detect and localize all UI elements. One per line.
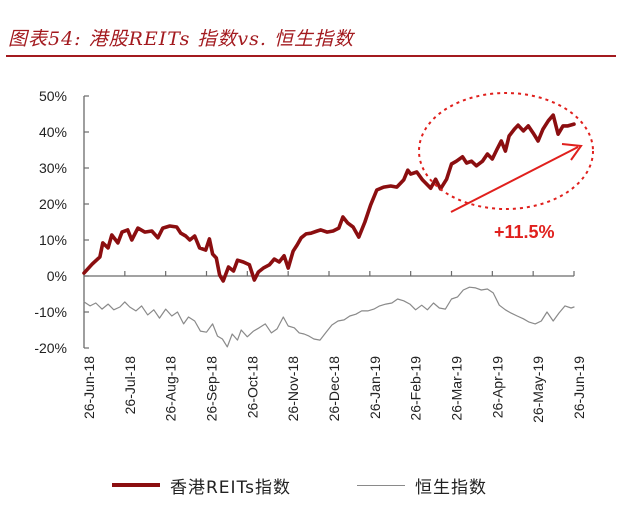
y-tick-label: 10%	[39, 232, 67, 248]
y-tick-label: 30%	[39, 160, 67, 176]
y-tick-label: 20%	[39, 196, 67, 212]
title-underline	[6, 55, 616, 57]
x-tick-label: 26-Apr-19	[489, 356, 505, 418]
x-tick-label: 26-Jul-18	[122, 356, 138, 415]
y-tick-label: 40%	[39, 124, 67, 140]
x-tick-label: 26-Sep-18	[204, 356, 220, 422]
x-tick-label: 26-Jun-19	[571, 356, 587, 419]
highlight-ellipse	[418, 92, 594, 210]
annotation-group: +11.5%	[418, 92, 594, 242]
legend-label-hsi: 恒生指数	[415, 477, 487, 498]
legend: 香港REITs指数 恒生指数	[0, 470, 630, 500]
x-tick-label: 26-Nov-18	[285, 356, 301, 422]
series-line-reits	[82, 113, 576, 283]
x-tick-label: 26-Mar-19	[449, 356, 465, 421]
trend-arrow	[450, 146, 579, 213]
x-tick-label: 26-Jan-19	[367, 356, 383, 419]
y-tick-label: -10%	[34, 304, 67, 320]
growth-annotation: +11.5%	[494, 222, 555, 242]
legend-item-reits: 香港REITs指数	[112, 470, 291, 500]
series-line-hsi	[83, 286, 575, 348]
legend-swatch-reits	[112, 483, 160, 487]
x-tick-label: 26-Jun-18	[81, 356, 97, 419]
series-group	[82, 113, 576, 348]
x-tick-label: 26-Oct-18	[244, 356, 260, 418]
y-tick-label: 50%	[39, 88, 67, 104]
y-tick-label: 0%	[47, 268, 67, 284]
x-axis: 26-Jun-18 26-Jul-18 26-Aug-18 26-Sep-18 26-O…	[81, 271, 587, 423]
x-tick-label: 26-Dec-18	[326, 356, 342, 422]
legend-label-reits: 香港REITs指数	[170, 477, 291, 498]
x-tick-label: 26-May-19	[530, 356, 546, 423]
x-tick-label: 26-Aug-18	[163, 356, 179, 422]
y-axis: 50% 40% 30% 20% 10% 0% -10% -20%	[34, 88, 89, 356]
line-chart: 50%40%30%20%10%0%-10%-20% 26-Jun-18 26-Ju…	[34, 88, 594, 423]
trend-arrowhead	[561, 143, 583, 161]
x-tick-label: 26-Feb-19	[408, 356, 424, 421]
y-tick-label: -20%	[34, 340, 67, 356]
chart-title: 图表54: 港股REITs 指数vs. 恒生指数	[8, 28, 354, 50]
legend-item-hsi: 恒生指数	[357, 470, 487, 500]
legend-swatch-hsi	[357, 484, 405, 486]
